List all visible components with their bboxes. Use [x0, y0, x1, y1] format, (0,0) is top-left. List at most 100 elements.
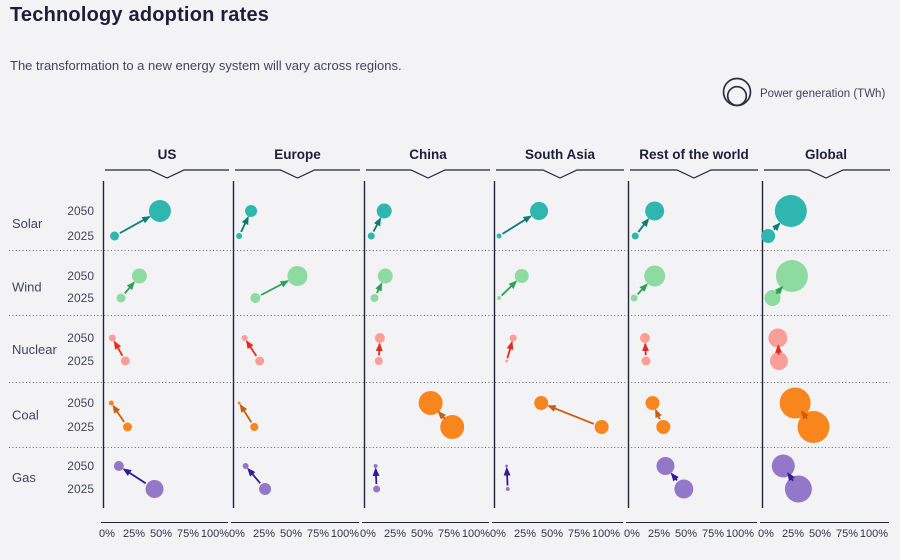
- bubble-2050-gas-3: [505, 464, 509, 468]
- x-tick-2-1: 25%: [384, 528, 406, 540]
- bubble-2050-solar-4: [645, 201, 665, 221]
- x-tick-0-1: 25%: [123, 528, 145, 540]
- trend-arrow-wind-0: [124, 281, 135, 294]
- bubble-2050-nuclear-3: [509, 334, 517, 342]
- bubble-2025-wind-1: [250, 293, 261, 303]
- bubble-2050-solar-2: [376, 203, 392, 219]
- trend-arrow-solar-1: [240, 215, 249, 233]
- bubble-2050-wind-5: [775, 260, 808, 292]
- x-tick-4-0: 0%: [624, 528, 640, 540]
- column-bracket-1: [235, 169, 360, 179]
- bubble-2050-gas-1: [242, 463, 249, 469]
- x-tick-4-1: 25%: [648, 528, 670, 540]
- column-bracket-2: [366, 169, 490, 179]
- x-tick-1-1: 25%: [253, 528, 275, 540]
- year-label-2050-1: 2050: [67, 269, 94, 283]
- row-label-nuclear: Nuclear: [12, 342, 57, 357]
- bubble-2050-gas-5: [771, 454, 795, 478]
- x-tick-1-0: 0%: [229, 528, 245, 540]
- bubble-2025-nuclear-5: [769, 352, 788, 370]
- bubble-2050-gas-4: [656, 457, 675, 475]
- bubble-2050-coal-2: [418, 391, 443, 415]
- column-bracket-3: [496, 169, 624, 179]
- x-tick-1-3: 75%: [307, 528, 329, 540]
- bubble-2050-wind-2: [377, 268, 393, 284]
- bubble-2025-nuclear-2: [374, 357, 383, 365]
- trend-arrow-solar-3: [501, 215, 532, 235]
- bubble-2025-gas-0: [145, 480, 164, 498]
- x-tick-0-3: 75%: [177, 528, 199, 540]
- trend-arrow-wind-1: [260, 280, 290, 296]
- bubble-2025-gas-2: [373, 485, 381, 493]
- year-label-2025-3: 2025: [67, 420, 94, 434]
- trend-arrow-wind-4: [636, 283, 648, 295]
- x-tick-3-0: 0%: [490, 528, 506, 540]
- column-header-0: US: [158, 147, 177, 162]
- bubble-2025-solar-1: [236, 233, 243, 239]
- x-tick-0-4: 100%: [201, 528, 229, 540]
- bubble-2025-wind-4: [630, 294, 638, 302]
- trend-arrow-coal-5: [800, 410, 809, 420]
- bubble-2050-solar-3: [530, 202, 549, 220]
- size-legend: Power generation (TWh): [720, 76, 885, 112]
- x-tick-5-3: 75%: [836, 528, 858, 540]
- bubble-2050-nuclear-1: [241, 335, 248, 341]
- trend-arrow-coal-1: [239, 403, 253, 423]
- trend-arrow-gas-2: [372, 467, 380, 485]
- bubble-2050-gas-2: [373, 464, 378, 468]
- trend-arrow-nuclear-1: [245, 340, 258, 357]
- x-tick-4-4: 100%: [726, 528, 754, 540]
- x-tick-0-2: 50%: [150, 528, 172, 540]
- trend-arrow-coal-3: [547, 405, 595, 425]
- page-subtitle: The transformation to a new energy syste…: [10, 58, 402, 73]
- column-bracket-5: [764, 169, 890, 179]
- trend-arrow-solar-2: [372, 217, 382, 232]
- year-label-2050-2: 2050: [67, 331, 94, 345]
- x-tick-5-1: 25%: [782, 528, 804, 540]
- bubble-2025-nuclear-1: [255, 356, 265, 366]
- trend-arrow-coal-2: [437, 410, 447, 420]
- bubble-2025-wind-2: [370, 294, 379, 302]
- bubble-2050-coal-5: [779, 387, 811, 419]
- trend-arrow-wind-2: [375, 282, 383, 294]
- bubble-2025-coal-2: [440, 415, 465, 439]
- column-header-5: Global: [805, 147, 847, 162]
- bubble-2025-nuclear-0: [120, 356, 130, 366]
- bubble-2025-nuclear-4: [641, 356, 651, 366]
- x-tick-4-2: 50%: [675, 528, 697, 540]
- year-label-2025-4: 2025: [67, 482, 94, 496]
- bubble-2025-gas-4: [674, 479, 694, 499]
- x-tick-2-0: 0%: [360, 528, 376, 540]
- x-tick-1-4: 100%: [331, 528, 359, 540]
- x-tick-1-2: 50%: [280, 528, 302, 540]
- x-tick-5-4: 100%: [860, 528, 888, 540]
- x-tick-2-3: 75%: [438, 528, 460, 540]
- trend-arrow-solar-4: [637, 218, 650, 233]
- trend-arrow-nuclear-3: [506, 340, 514, 359]
- trend-arrow-coal-4: [654, 408, 662, 420]
- trend-arrow-gas-3: [503, 466, 511, 486]
- x-tick-3-2: 50%: [541, 528, 563, 540]
- x-tick-3-1: 25%: [514, 528, 536, 540]
- bubble-size-legend-icon: [722, 77, 752, 107]
- trend-arrow-coal-0: [112, 404, 125, 423]
- trend-arrow-nuclear-0: [113, 340, 124, 357]
- bubble-2050-nuclear-4: [639, 333, 650, 343]
- size-legend-label: Power generation (TWh): [760, 88, 886, 100]
- year-label-2050-4: 2050: [67, 459, 94, 473]
- year-label-2025-2: 2025: [67, 354, 94, 368]
- bubble-2025-coal-4: [656, 420, 671, 434]
- bubble-2050-coal-1: [237, 401, 241, 405]
- x-tick-3-3: 75%: [568, 528, 590, 540]
- column-header-2: China: [409, 147, 447, 162]
- bubble-2025-solar-4: [631, 232, 639, 240]
- bubble-2050-coal-0: [108, 400, 114, 406]
- x-tick-0-0: 0%: [99, 528, 115, 540]
- bubble-2025-solar-5: [761, 229, 776, 243]
- year-label-2025-1: 2025: [67, 291, 94, 305]
- x-tick-4-3: 75%: [702, 528, 724, 540]
- bubble-2025-solar-2: [367, 232, 375, 240]
- column-header-3: South Asia: [525, 147, 595, 162]
- bubble-2025-coal-1: [250, 423, 259, 431]
